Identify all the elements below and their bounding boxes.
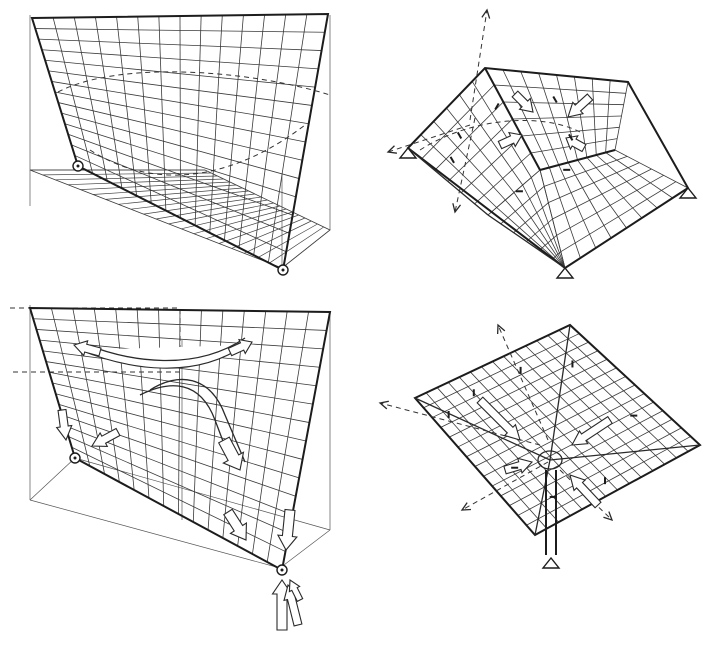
shell-grid-n-v [522, 127, 620, 136]
shell-grid-s-v [514, 203, 549, 233]
saddle-ruling-b [252, 311, 287, 554]
flow-arrow [504, 458, 532, 474]
front-pin-support-center [282, 269, 285, 272]
base-hatch-line [269, 227, 323, 263]
shell-grid-e-v [557, 175, 664, 235]
saddle-ruling-b [180, 16, 181, 218]
shell-load-arrow [566, 136, 586, 152]
inverted-shell-load-sketch [380, 325, 700, 568]
tension-band [80, 345, 245, 368]
base-edge [30, 458, 75, 500]
shell-outline [415, 325, 700, 535]
shell-ridge-2 [540, 150, 615, 170]
shell-load-arrow [568, 94, 593, 117]
saddle-ruling-b [224, 15, 243, 240]
folded-shell-load-sketch [388, 10, 696, 278]
shell-grid-s-v [488, 170, 540, 215]
column-support [543, 558, 559, 568]
shell-grid-v [424, 334, 580, 408]
hypar-saddle-sketch [30, 14, 330, 275]
shell-grid-w-v [461, 136, 521, 193]
shell-stress-mark [553, 96, 557, 102]
front-pin-support-center [281, 569, 284, 572]
left-pin-support-center [74, 457, 77, 460]
left-pin-support-center [77, 165, 80, 168]
shell-support-front [557, 268, 573, 278]
shell-grid-w-v [475, 153, 531, 204]
shell-valley-1 [408, 148, 488, 215]
saddle-ruling-b [210, 15, 223, 232]
downward-axis-arrow-head [453, 203, 461, 212]
shell-ridge-1 [485, 68, 540, 170]
saddle-ruling-b [195, 16, 201, 226]
compression-arrow-main [219, 437, 244, 470]
shell-stress-mark [451, 157, 455, 163]
saddle-ruling-b [193, 310, 201, 522]
shell-stress-mark [458, 132, 462, 138]
vertical-axis-arrow [470, 10, 487, 120]
base-hatch-line [194, 209, 286, 234]
hypar-force-flow-sketch [10, 305, 330, 630]
down-left-axis-arrow-head [462, 503, 471, 510]
flow-arrow [570, 475, 601, 508]
left-axis-arrow-head [388, 146, 397, 153]
tension-arrow-left [74, 341, 101, 356]
edge-force-arrow [57, 409, 72, 440]
edge-force-arrow [224, 509, 247, 540]
flow-arrow [477, 397, 520, 440]
shell-support-right [680, 188, 696, 198]
shell-grid-s-v [527, 219, 553, 242]
shell-load-arrow [498, 133, 522, 149]
